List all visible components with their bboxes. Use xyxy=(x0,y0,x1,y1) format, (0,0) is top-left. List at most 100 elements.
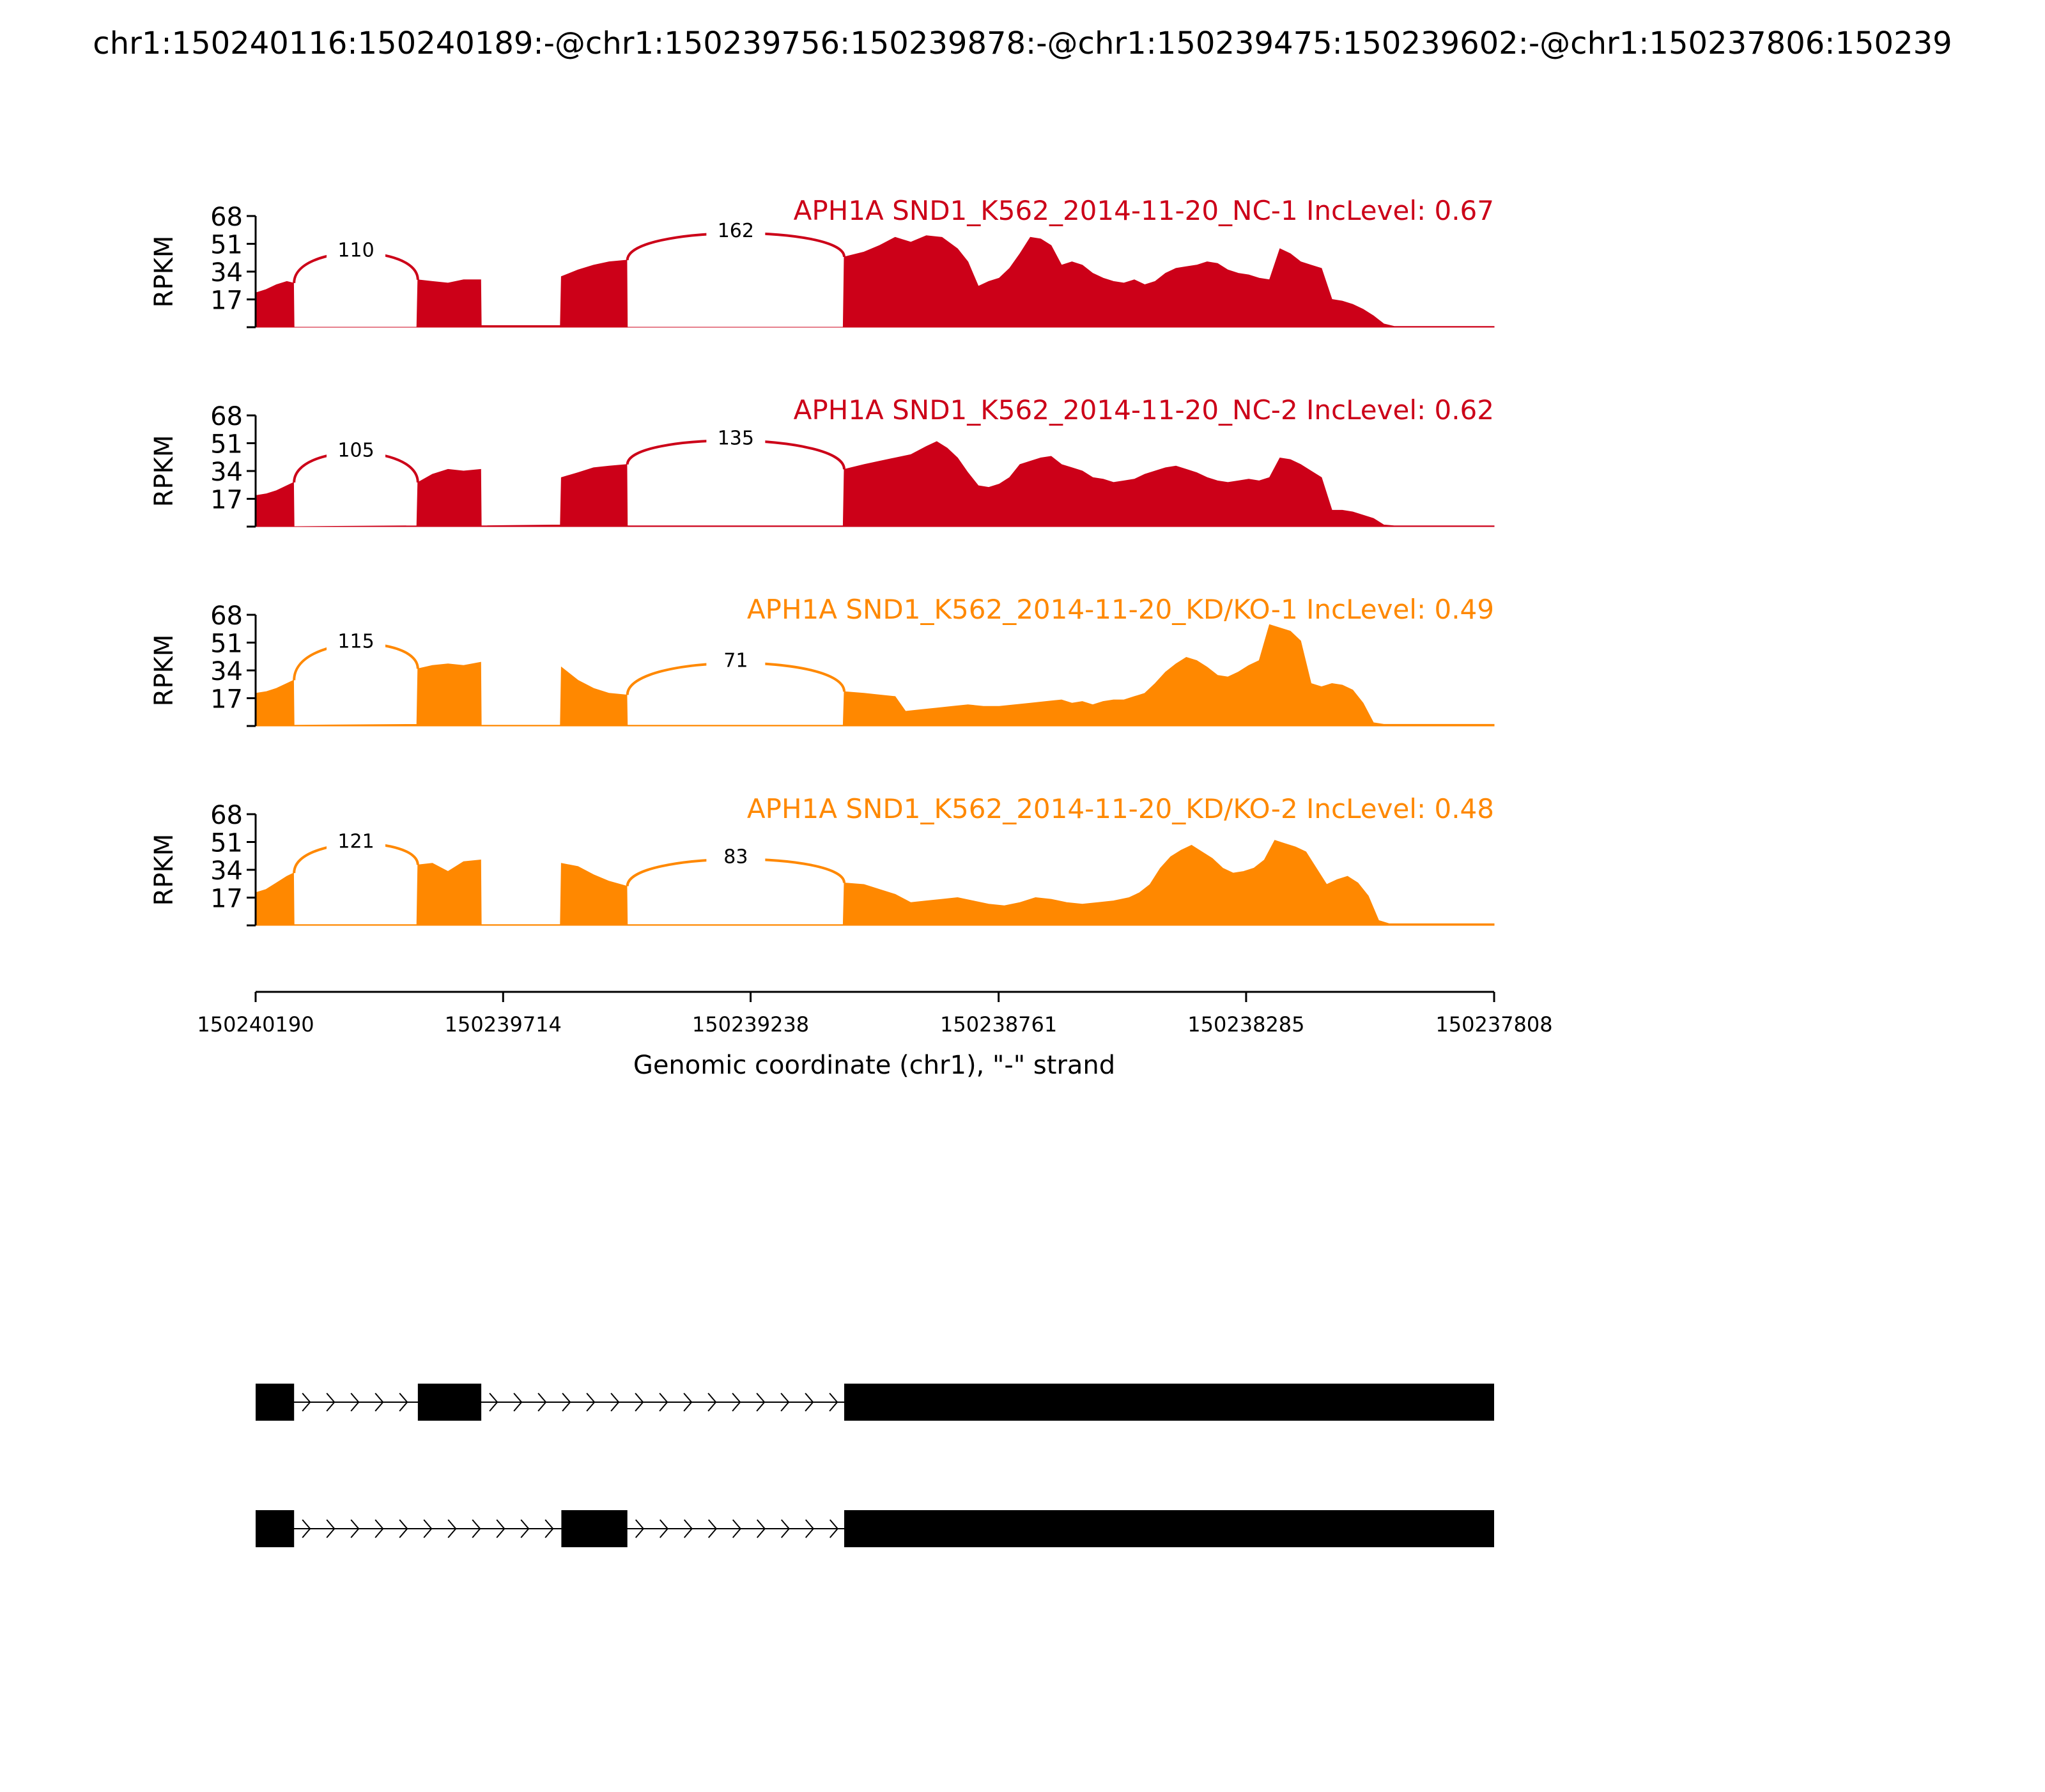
strand-chevron xyxy=(326,1393,336,1412)
junction-label-bg xyxy=(706,216,766,242)
y-tick-label: 34 xyxy=(210,458,243,487)
strand-chevron xyxy=(780,1519,791,1538)
strand-chevron xyxy=(586,1393,596,1412)
strand-chevron xyxy=(756,1393,766,1412)
coverage-area xyxy=(255,624,1495,727)
strand-chevron xyxy=(537,1393,547,1412)
strand-chevron xyxy=(399,1519,408,1538)
junction-label-bg xyxy=(327,436,386,462)
strand-chevron xyxy=(659,1393,668,1412)
x-axis: 150240190 150239714 150239238 150238761 1502… xyxy=(197,991,1553,1080)
y-tick-label: 68 xyxy=(210,601,243,631)
junction-label-bg xyxy=(327,627,386,653)
x-axis-label: Genomic coordinate (chr1), "-" strand xyxy=(633,1051,1115,1080)
strand-chevron xyxy=(447,1519,457,1538)
y-tick-label: 51 xyxy=(210,231,243,260)
y-axis-label: RPKM xyxy=(150,635,179,707)
exon-block xyxy=(844,1510,1494,1547)
x-tick-label: 150238761 xyxy=(940,1012,1057,1037)
junction-count: 110 xyxy=(337,240,374,262)
y-tick-label: 51 xyxy=(210,430,243,460)
figure-title: chr1:150240116:150240189:-@chr1:15023975… xyxy=(93,26,1952,61)
strand-chevron xyxy=(659,1519,669,1538)
track-label: APH1A SND1_K562_2014-11-20_NC-2 IncLevel… xyxy=(794,394,1494,426)
strand-chevron xyxy=(805,1519,815,1538)
junction-label-bg xyxy=(327,236,386,262)
strand-chevron xyxy=(780,1393,790,1412)
exon-block xyxy=(256,1510,295,1547)
strand-chevron xyxy=(829,1393,838,1412)
y-tick-label: 17 xyxy=(210,486,243,515)
track-label: APH1A SND1_K562_2014-11-20_KD/KO-2 IncLe… xyxy=(747,793,1494,824)
strand-chevron xyxy=(829,1519,839,1538)
strand-chevron xyxy=(399,1393,408,1412)
junction-label-bg xyxy=(706,646,766,672)
x-tick-label: 150239238 xyxy=(692,1012,809,1037)
exon-block xyxy=(256,1384,295,1421)
strand-chevron xyxy=(513,1393,523,1412)
track-label: APH1A SND1_K562_2014-11-20_KD/KO-1 IncLe… xyxy=(747,594,1494,625)
strand-chevron xyxy=(350,1393,360,1412)
junction-count: 83 xyxy=(723,846,748,868)
y-tick-label: 68 xyxy=(210,402,243,431)
x-tick-label: 150239714 xyxy=(445,1012,562,1037)
strand-chevron xyxy=(683,1393,693,1412)
strand-chevron xyxy=(374,1519,384,1538)
y-tick-label: 17 xyxy=(210,884,243,914)
strand-chevron xyxy=(326,1519,336,1538)
junction-label-bg xyxy=(706,424,766,450)
y-axis-label: RPKM xyxy=(150,435,179,507)
strand-chevron xyxy=(635,1393,644,1412)
y-tick-label: 34 xyxy=(210,657,243,686)
track-label: APH1A SND1_K562_2014-11-20_NC-1 IncLevel… xyxy=(794,195,1494,226)
junction-count: 121 xyxy=(337,830,374,853)
strand-chevron xyxy=(302,1519,311,1538)
strand-chevron xyxy=(756,1519,766,1538)
strand-chevron xyxy=(423,1519,433,1538)
strand-chevron xyxy=(302,1393,311,1412)
coverage-area xyxy=(255,840,1495,926)
strand-chevron xyxy=(496,1519,505,1538)
strand-chevron xyxy=(374,1393,384,1412)
exon-block xyxy=(561,1510,628,1547)
gene-model xyxy=(256,1384,1494,1421)
junction-count: 71 xyxy=(723,650,748,672)
y-tick-label: 68 xyxy=(210,801,243,830)
strand-chevron xyxy=(732,1393,741,1412)
exon-block xyxy=(844,1384,1494,1421)
gene-model xyxy=(256,1510,1494,1547)
strand-chevron xyxy=(544,1519,554,1538)
y-tick-label: 17 xyxy=(210,685,243,714)
strand-chevron xyxy=(562,1393,571,1412)
x-tick-label: 150237808 xyxy=(1435,1012,1552,1037)
y-tick-label: 34 xyxy=(210,856,243,886)
junction-count: 105 xyxy=(337,439,374,461)
y-axis-label: RPKM xyxy=(150,236,179,308)
strand-chevron xyxy=(732,1519,742,1538)
y-tick-label: 51 xyxy=(210,630,243,659)
junction-count: 162 xyxy=(718,220,754,242)
strand-chevron xyxy=(805,1393,814,1412)
strand-chevron xyxy=(683,1519,693,1538)
coverage-area xyxy=(255,235,1495,328)
exon-block xyxy=(417,1384,482,1421)
y-tick-label: 51 xyxy=(210,829,243,858)
strand-chevron xyxy=(472,1519,481,1538)
strand-chevron xyxy=(350,1519,360,1538)
junction-label-bg xyxy=(327,827,386,853)
x-tick-label: 150238285 xyxy=(1187,1012,1304,1037)
junction-count: 135 xyxy=(718,427,754,449)
strand-chevron xyxy=(610,1393,620,1412)
junction-count: 115 xyxy=(337,631,374,653)
gene-models xyxy=(256,1384,1494,1547)
y-tick-label: 68 xyxy=(210,203,243,232)
y-tick-label: 17 xyxy=(210,286,243,316)
y-tick-label: 34 xyxy=(210,258,243,288)
